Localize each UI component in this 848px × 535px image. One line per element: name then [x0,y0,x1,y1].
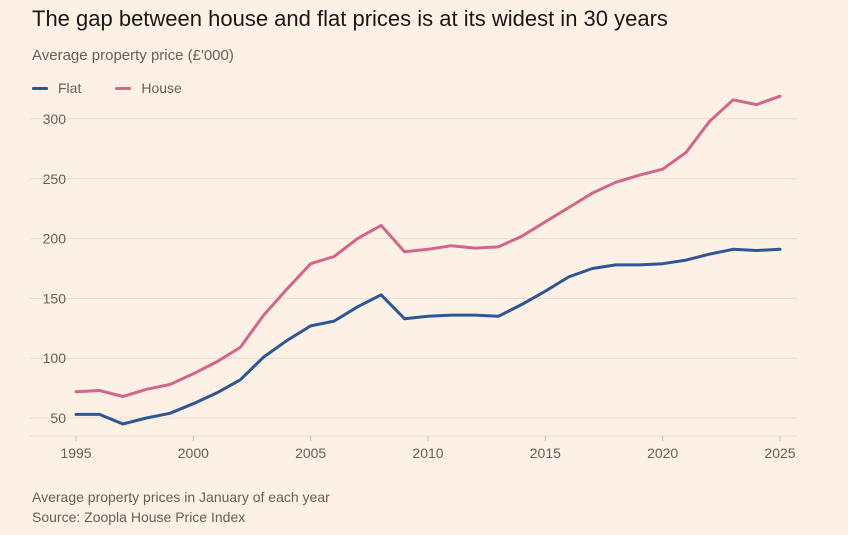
x-tick-label-2025: 2025 [764,445,795,461]
footer-source: Source: Zoopla House Price Index [32,509,246,525]
y-tick-label-50: 50 [50,410,66,426]
x-tick-label-2020: 2020 [647,445,678,461]
chart-subtitle: Average property price (£'000) [32,47,234,64]
x-tick-label-2010: 2010 [412,445,443,461]
x-tick-label-2000: 2000 [178,445,209,461]
gridlines [30,118,797,437]
legend-item-house: House [115,80,182,96]
legend: Flat House [32,80,182,96]
series-line-house [74,94,782,398]
series-lines [74,94,782,426]
y-axis: 50 100 150 200 250 300 [43,111,67,426]
y-tick-label-250: 250 [43,171,67,187]
x-tick-label-2005: 2005 [295,445,326,461]
x-tick-label-2015: 2015 [530,445,561,461]
y-tick-label-200: 200 [43,231,67,247]
y-tick-label-150: 150 [43,290,67,306]
footer-note: Average property prices in January of ea… [32,489,330,505]
chart-title: The gap between house and flat prices is… [32,6,668,31]
series-line-flat [74,247,782,426]
y-tick-label-300: 300 [43,111,67,127]
legend-swatch-house [115,86,132,90]
legend-label-flat: Flat [58,80,82,96]
x-tick-label-1995: 1995 [60,445,91,461]
legend-item-flat: Flat [32,80,81,96]
y-tick-label-100: 100 [43,350,67,366]
footer: Average property prices in January of ea… [32,487,330,527]
x-axis: 1995 2000 2005 2010 2015 2020 2025 [60,436,796,461]
legend-swatch-flat [32,86,48,90]
legend-label-house: House [141,80,182,96]
